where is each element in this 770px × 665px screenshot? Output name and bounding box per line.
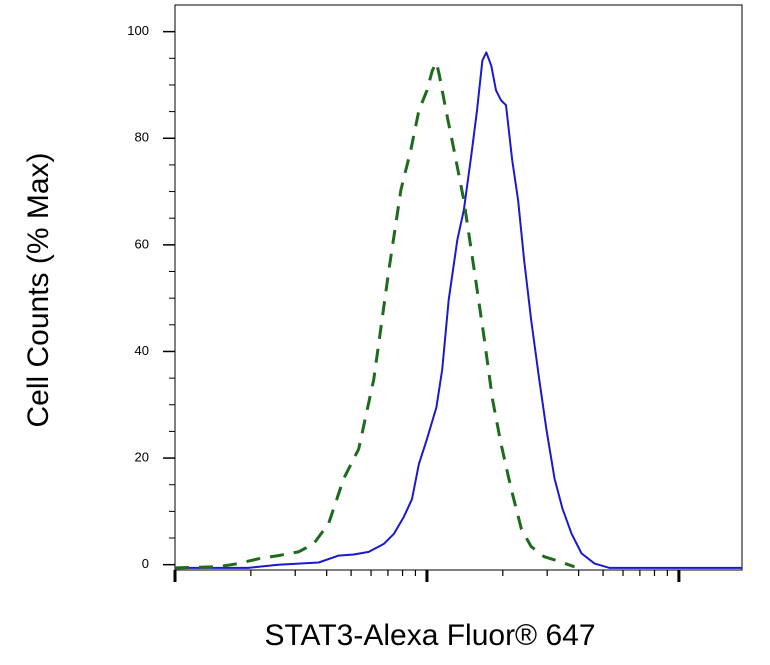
y-tick-label: 0	[142, 556, 149, 571]
y-tick-label: 80	[135, 130, 149, 145]
plot-frame	[174, 4, 743, 571]
series-line	[174, 61, 576, 570]
series-line	[175, 51, 742, 569]
y-axis-label: Cell Counts (% Max)	[22, 152, 55, 427]
y-tick-label: 100	[127, 23, 149, 38]
y-tick-label: 60	[135, 236, 149, 251]
y-tick-label: 20	[135, 450, 149, 465]
y-tick-label: 40	[135, 343, 149, 358]
x-axis-label: STAT3-Alexa Fluor® 647	[264, 619, 595, 652]
